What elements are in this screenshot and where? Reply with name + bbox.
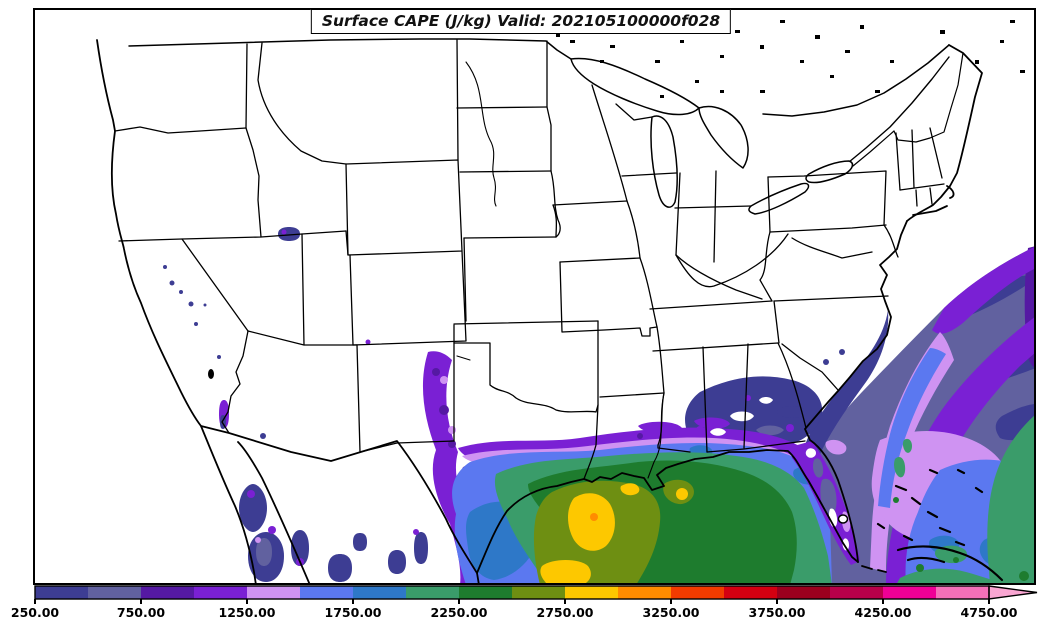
map-title: Surface CAPE (J/kg) Valid: 202105100000f… [310,9,732,34]
colorbar-segment [300,586,353,599]
colorbar-tick-label: 4750.00 [961,605,1018,620]
colorbar-segment [618,586,671,599]
colorbar-tick-label: 2250.00 [431,605,488,620]
colorbar-segment [724,586,777,599]
colorbar-segment [671,586,724,599]
colorbar-overflow-arrow [988,585,1038,600]
colorbar-segment [565,586,618,599]
colorbar-outline [34,585,990,600]
rivers [456,61,665,479]
colorbar-segment [353,586,406,599]
colorbar-segment [459,586,512,599]
canada-lakes-and-islands [208,20,1025,379]
great-lakes [570,57,854,524]
colorbar-segment [141,586,194,599]
colorbar-tick-label: 750.00 [117,605,166,620]
colorbar-segment [777,586,830,599]
colorbar-tick-label: 250.00 [11,605,60,620]
colorbar-segment [247,586,300,599]
colorbar-tick-label: 1250.00 [219,605,276,620]
colorbar-segment [512,586,565,599]
colorbar-segment [883,586,936,599]
colorbar-segment [936,586,989,599]
colorbar-tick-label: 2750.00 [537,605,594,620]
coastline-and-national-borders [96,38,983,584]
colorbar-tick-label: 3250.00 [643,605,700,620]
caribbean-islands [876,468,1004,582]
colorbar-segment [194,586,247,599]
colorbar-segment [406,586,459,599]
colorbar-tick-label: 1750.00 [325,605,382,620]
colorbar-tick-label: 3750.00 [749,605,806,620]
colorbar-segment [88,586,141,599]
colorbar-tick-label: 4250.00 [855,605,912,620]
colorbar-segment [830,586,883,599]
colorbar: 250.00 750.00 1250.00 1750.00 2250.00 2750.00… [11,585,1038,620]
us-state-borders [114,39,945,480]
colorbar-segment [35,586,88,599]
